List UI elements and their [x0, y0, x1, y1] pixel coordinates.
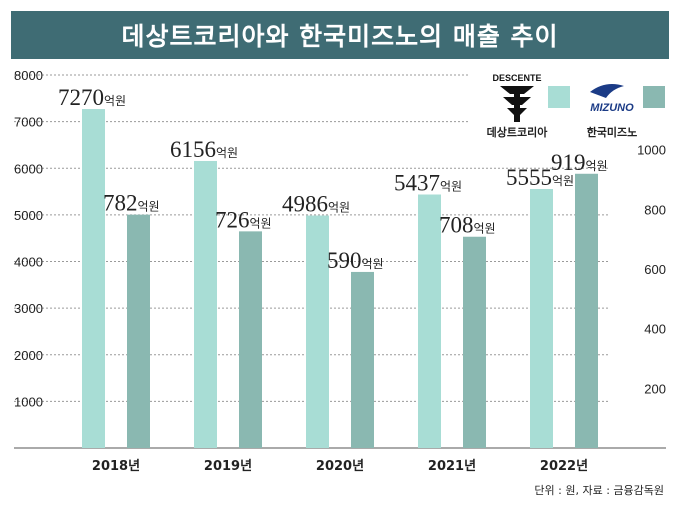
- category-labels: 2018년 2019년 2020년 2021년 2022년: [92, 459, 588, 474]
- left-tick-label: 8000: [14, 68, 43, 83]
- bar-descente-3: [418, 194, 441, 448]
- right-tick-label: 1000: [637, 143, 666, 158]
- data-label-unit: 억원: [362, 257, 384, 271]
- data-label-unit: 억원: [474, 222, 496, 236]
- bar-mizuno-1: [239, 231, 262, 448]
- category-label-2: 2020년: [316, 459, 364, 474]
- data-label-value: 5555: [506, 165, 552, 190]
- bar-descente-0: [82, 109, 105, 448]
- data-label-descente-1: 6156억원: [170, 137, 238, 162]
- title-bar: 데상트코리아와 한국미즈노의 매출 추이: [11, 11, 669, 59]
- legend-swatch-mizuno: [643, 86, 665, 108]
- right-tick-label: 800: [644, 202, 666, 217]
- data-label-value: 7270: [58, 85, 104, 110]
- bar-mizuno-3: [463, 236, 486, 448]
- right-tick-label: 200: [644, 381, 666, 396]
- data-label-value: 590: [327, 248, 362, 273]
- data-label-unit: 억원: [216, 146, 238, 160]
- data-label-unit: 억원: [104, 94, 126, 108]
- data-label-mizuno-1: 726억원: [215, 207, 272, 232]
- data-label-value: 5437: [394, 170, 440, 195]
- legend-label-mizuno: 한국미즈노: [587, 125, 638, 139]
- mizuno-logo-text: MIZUNO: [590, 102, 634, 114]
- data-label-unit: 억원: [250, 216, 272, 230]
- left-tick-label: 1000: [14, 394, 43, 409]
- legend: DESCENTE MIZUNO 데상트코리아 한국미즈노: [487, 73, 665, 139]
- bar-mizuno-0: [127, 214, 150, 448]
- right-tick-label: 600: [644, 262, 666, 277]
- data-label-mizuno-0: 782억원: [103, 191, 160, 216]
- left-tick-label: 4000: [14, 255, 43, 270]
- descente-logo: DESCENTE: [492, 73, 542, 122]
- data-label-descente-2: 4986억원: [282, 192, 350, 217]
- chart-title: 데상트코리아와 한국미즈노의 매출 추이: [121, 22, 559, 51]
- bar-descente-4: [530, 188, 553, 449]
- category-label-1: 2019년: [204, 459, 252, 474]
- data-label-descente-0: 7270억원: [58, 85, 126, 110]
- data-label-unit: 억원: [138, 200, 160, 214]
- data-label-value: 6156: [170, 137, 216, 162]
- left-tick-label: 2000: [14, 348, 43, 363]
- data-label-unit: 억원: [328, 201, 350, 215]
- mizuno-logo: MIZUNO: [590, 84, 634, 114]
- data-label-value: 4986: [282, 192, 328, 217]
- left-tick-label: 7000: [14, 115, 43, 130]
- data-label-mizuno-4: 919억원: [551, 150, 608, 175]
- bar-descente-1: [194, 160, 217, 448]
- data-label-descente-3: 5437억원: [394, 170, 462, 195]
- data-label-mizuno-3: 708억원: [439, 213, 496, 238]
- left-tick-label: 3000: [14, 301, 43, 316]
- bar-mizuno-4: [575, 173, 598, 449]
- data-label-value: 726: [215, 207, 250, 232]
- legend-label-descente: 데상트코리아: [487, 125, 549, 139]
- right-axis-ticks: 1000 800 600 400 200: [637, 143, 666, 397]
- data-label-unit: 억원: [552, 174, 574, 188]
- descente-logo-text: DESCENTE: [492, 73, 541, 83]
- data-label-unit: 억원: [440, 179, 462, 193]
- category-label-0: 2018년: [92, 459, 140, 474]
- category-label-3: 2021년: [428, 459, 476, 474]
- source-note: 단위 : 원, 자료 : 금융감독원: [534, 484, 664, 497]
- data-label-value: 782: [103, 191, 138, 216]
- data-label-unit: 억원: [586, 159, 608, 173]
- legend-swatch-descente: [548, 86, 570, 108]
- bar-mizuno-2: [351, 271, 374, 448]
- data-labels: 7270억원782억원6156억원726억원4986억원590억원5437억원7…: [58, 85, 608, 273]
- data-label-value: 708: [439, 213, 474, 238]
- data-label-mizuno-2: 590억원: [327, 248, 384, 273]
- left-axis-ticks: 8000 7000 6000 5000 4000 3000 2000 1000: [14, 68, 43, 409]
- left-tick-label: 5000: [14, 208, 43, 223]
- right-tick-label: 400: [644, 322, 666, 337]
- data-label-value: 919: [551, 150, 586, 175]
- bar-descente-2: [306, 215, 329, 448]
- left-tick-label: 6000: [14, 161, 43, 176]
- data-label-descente-4: 5555억원: [506, 165, 574, 190]
- category-label-4: 2022년: [540, 459, 588, 474]
- bars: [82, 109, 598, 449]
